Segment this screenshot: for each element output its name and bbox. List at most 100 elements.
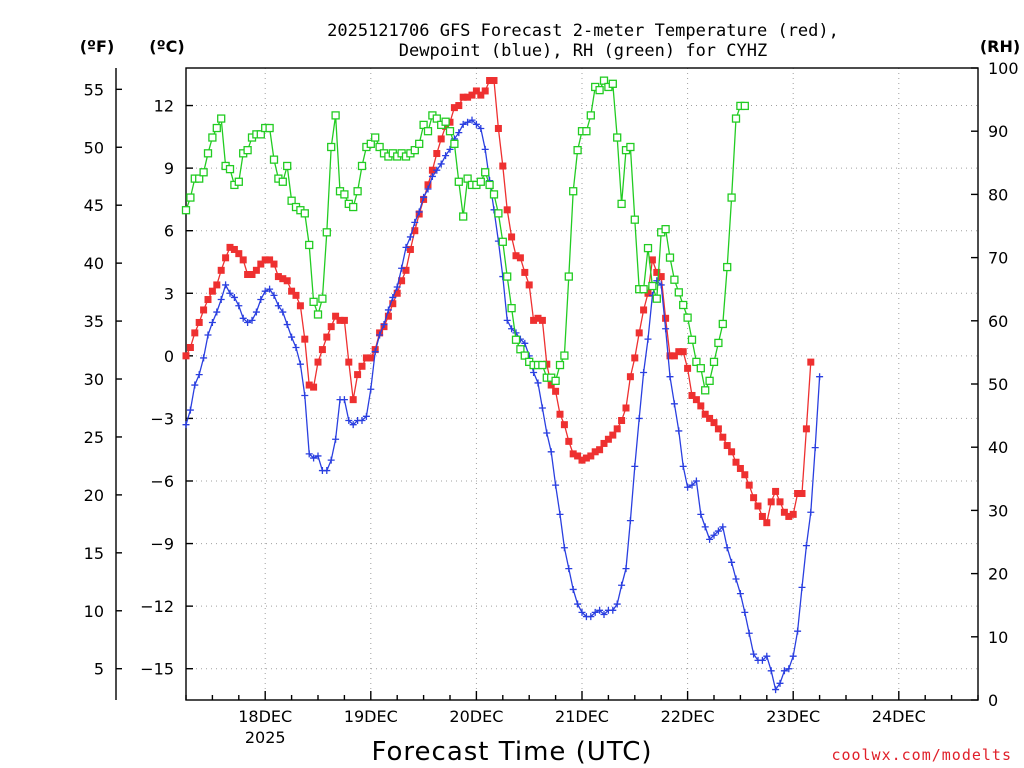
rh-point (648, 281, 657, 291)
fahrenheit-tick-label: 45 (84, 196, 104, 215)
dewpoint-point (543, 429, 551, 437)
temperature-point (684, 364, 692, 372)
dewpoint-point (235, 302, 243, 310)
dewpoint-point (222, 281, 230, 289)
dewpoint-point (376, 331, 384, 339)
dewpoint-point (415, 208, 423, 216)
dewpoint-point (719, 523, 727, 531)
temperature-point (446, 118, 454, 126)
temperature-point (714, 425, 722, 433)
temperature-point (622, 404, 630, 412)
dewpoint-point (182, 421, 190, 429)
temperature-point (565, 437, 573, 445)
rh-point (709, 357, 719, 367)
dewpoint-point (195, 371, 203, 379)
temperature-point (600, 439, 608, 447)
dewpoint-point (349, 421, 357, 429)
dewpoint-point (745, 629, 753, 637)
rh-point (569, 187, 578, 196)
rh-point (445, 127, 455, 136)
dewpoint-point (521, 339, 529, 347)
dewpoint-point (618, 581, 626, 589)
temperature-point (433, 150, 441, 158)
dewpoint-point (688, 481, 696, 489)
rh-point (327, 142, 336, 152)
x-tick-label: 20DEC (449, 707, 503, 726)
temperature-point (362, 354, 370, 362)
rh-point (503, 272, 512, 281)
dewpoint-point (481, 145, 489, 153)
temperature-point (204, 296, 212, 304)
dewpoint-point (288, 333, 296, 341)
dewpoint-point (600, 610, 608, 618)
fahrenheit-tick-label: 20 (84, 486, 104, 505)
temperature-point (292, 291, 300, 299)
temperature-point (477, 91, 485, 99)
temperature-point (402, 266, 410, 274)
temperature-point (345, 358, 353, 366)
rh-point (538, 360, 547, 370)
temperature-point (604, 435, 612, 443)
x-tick-label: 21DEC (555, 707, 609, 726)
temperature-point (785, 512, 793, 520)
dewpoint-point (411, 218, 419, 226)
dewpoint-point (437, 160, 445, 168)
temperature-point (679, 348, 687, 356)
rh-point (665, 253, 675, 262)
rh-point (617, 199, 626, 209)
rh-point (283, 161, 292, 171)
rh-point (731, 114, 741, 123)
dewpoint-point (679, 462, 687, 470)
rh-point (309, 297, 318, 306)
dewpoint-point (468, 116, 476, 124)
rh-point (564, 272, 573, 281)
temperature-point (486, 77, 494, 85)
rh-point (195, 174, 204, 183)
temperature-point (494, 124, 502, 132)
temperature-point (732, 458, 740, 466)
fahrenheit-tick-label: 40 (84, 254, 104, 273)
temperature-point (653, 268, 661, 276)
temperature-point (499, 162, 507, 170)
rh-point (432, 114, 441, 123)
temperature-point (459, 93, 467, 101)
dewpoint-point (477, 124, 485, 132)
chart-title-line1: 2025121706 GFS Forecast 2-meter Temperat… (327, 21, 839, 41)
temperature-point (534, 314, 542, 322)
temperature-point (279, 275, 287, 283)
celsius-unit-label: (ºC) (149, 37, 184, 56)
dewpoint-point (675, 427, 683, 435)
temperature-point (226, 243, 234, 251)
rh-point (652, 294, 661, 303)
dewpoint-point (710, 531, 718, 539)
dewpoint-point (217, 296, 225, 304)
dewpoint-point (367, 385, 375, 393)
temperature-point (521, 268, 529, 276)
dewpoint-point (798, 583, 806, 591)
temperature-point (741, 471, 749, 479)
rh-point (278, 177, 287, 186)
dewpoint-point (305, 450, 313, 458)
celsius-tick-label: 3 (164, 284, 174, 303)
dewpoint-point (534, 379, 542, 387)
dewpoint-point (538, 404, 546, 412)
dewpoint-point (802, 542, 810, 550)
temperature-point (472, 87, 480, 95)
temperature-point (552, 387, 560, 395)
rh-point (670, 275, 679, 284)
rh-point (234, 177, 243, 186)
temperature-point (640, 306, 648, 314)
temperature-point (389, 300, 397, 308)
rh-tick-label: 60 (988, 312, 1008, 331)
rh-point (305, 240, 314, 250)
rh-point (489, 190, 499, 199)
dewpoint-point (530, 369, 538, 377)
rh-point (371, 133, 380, 142)
temperature-point (244, 270, 252, 278)
dewpoint-point (345, 417, 353, 425)
dewpoint-point (626, 517, 634, 525)
temperature-point (635, 329, 643, 337)
rh-unit-label: (RH) (980, 37, 1020, 56)
rh-point (375, 142, 384, 152)
temperature-point (767, 498, 775, 506)
